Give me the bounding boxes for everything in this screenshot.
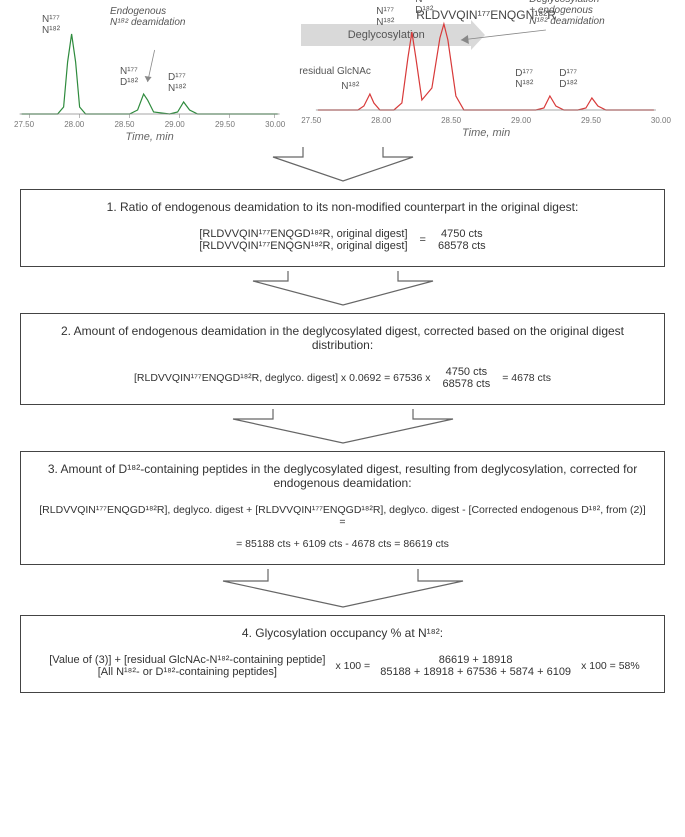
chevron-3 xyxy=(10,409,675,445)
left-axis-label: Time, min xyxy=(10,131,289,143)
step3-box: 3. Amount of D¹⁸²-containing peptides in… xyxy=(20,451,665,565)
step1-box: 1. Ratio of endogenous deamidation to it… xyxy=(20,189,665,267)
right-peak1-label: N¹⁸² xyxy=(341,81,359,92)
right-peak5-label: D¹⁷⁷ D¹⁸² xyxy=(559,68,577,90)
step2-title: 2. Amount of endogenous deamidation in t… xyxy=(35,324,650,352)
step3-line1: [RLDVVQIN¹⁷⁷ENQGD¹⁸²R], deglyco. digest … xyxy=(35,504,650,528)
step2-eq: [RLDVVQIN¹⁷⁷ENQGD¹⁸²R, deglyco. digest] … xyxy=(35,366,650,390)
right-axis-label: Time, min xyxy=(297,127,675,139)
chromatogram-left: N¹⁷⁷ N¹⁸² Endogenous N¹⁸² deamidation N¹… xyxy=(10,8,289,143)
right-peak3-label: N¹⁷⁷ D¹⁸² xyxy=(415,0,433,16)
step1-title: 1. Ratio of endogenous deamidation to it… xyxy=(35,200,650,214)
step4-title: 4. Glycosylation occupancy % at N¹⁸²: xyxy=(35,626,650,640)
chevron-4 xyxy=(10,569,675,609)
left-endog-label: Endogenous N¹⁸² deamidation xyxy=(110,6,185,28)
right-peak4-label: D¹⁷⁷ N¹⁸² xyxy=(515,68,533,90)
step3-line2: = 85188 cts + 6109 cts - 4678 cts = 8661… xyxy=(35,538,650,550)
step4-box: 4. Glycosylation occupancy % at N¹⁸²: [V… xyxy=(20,615,665,693)
step2-box: 2. Amount of endogenous deamidation in t… xyxy=(20,313,665,405)
chevron-2 xyxy=(10,271,675,307)
chromatogram-right: RLDVVQIN¹⁷⁷ENQGN¹⁸²R Deglycosylation res… xyxy=(297,8,675,139)
chevron-1 xyxy=(10,147,675,183)
chromatogram-row: N¹⁷⁷ N¹⁸² Endogenous N¹⁸² deamidation N¹… xyxy=(10,8,675,143)
step3-title: 3. Amount of D¹⁸²-containing peptides in… xyxy=(35,462,650,490)
step4-eq: [Value of (3)] + [residual GlcNAc-N¹⁸²-c… xyxy=(35,654,650,678)
right-peak2-label: N¹⁷⁷ N¹⁸² xyxy=(376,6,394,28)
left-peak1-label: N¹⁷⁷ N¹⁸² xyxy=(42,14,60,36)
left-peak3-label: D¹⁷⁷ N¹⁸² xyxy=(168,72,186,94)
step1-eq: [RLDVVQIN¹⁷⁷ENQGD¹⁸²R, original digest] … xyxy=(35,228,650,252)
right-title-label: Deglycosylation + endogenous N¹⁸² deamid… xyxy=(529,0,604,27)
left-peak2-label: N¹⁷⁷ D¹⁸² xyxy=(120,66,138,88)
chromatogram-left-svg xyxy=(10,22,289,122)
right-residual-label: residual GlcNAc xyxy=(299,66,371,77)
